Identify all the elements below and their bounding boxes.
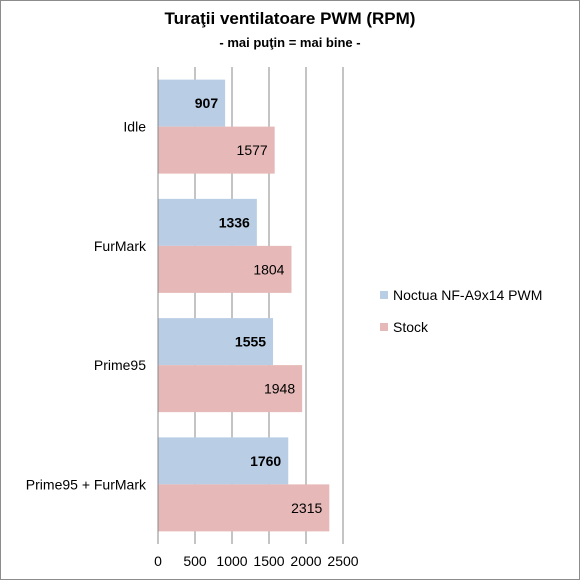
data-label-0-0: 907 — [195, 95, 219, 111]
data-label-0-1: 1577 — [237, 142, 268, 158]
legend-label-stock: Stock — [393, 319, 429, 335]
bar-1-1 — [158, 245, 292, 293]
x-tick-label-4: 2000 — [290, 553, 321, 569]
data-label-2-1: 1948 — [264, 381, 295, 397]
legend-item-noctua: Noctua NF-A9x14 PWM — [380, 287, 542, 303]
bar-3-0 — [158, 437, 289, 485]
category-label-3: Prime95 + FurMark — [26, 476, 147, 492]
data-label-1-0: 1336 — [219, 214, 250, 230]
data-label-2-0: 1555 — [235, 334, 266, 350]
legend-label-noctua: Noctua NF-A9x14 PWM — [393, 287, 543, 303]
x-tick-label-5: 2500 — [327, 553, 358, 569]
bar-3-1 — [158, 484, 330, 532]
category-label-1: FurMark — [94, 238, 147, 254]
bar-2-1 — [158, 365, 303, 413]
chart-subtitle: - mai puţin = mai bine - — [219, 35, 361, 50]
bar-1-0 — [158, 198, 257, 246]
bar-0-1 — [158, 126, 275, 174]
x-tick-label-1: 500 — [183, 553, 207, 569]
x-tick-label-2: 1000 — [216, 553, 247, 569]
data-label-1-1: 1804 — [253, 261, 284, 277]
category-label-0: Idle — [123, 119, 146, 135]
category-label-2: Prime95 — [94, 357, 146, 373]
x-tick-label-0: 0 — [154, 553, 162, 569]
legend-swatch-noctua — [380, 291, 388, 299]
bar-2-0 — [158, 318, 274, 366]
data-label-3-0: 1760 — [250, 453, 281, 469]
x-tick-label-3: 1500 — [253, 553, 284, 569]
bar-0-0 — [158, 79, 226, 127]
legend-swatch-stock — [380, 323, 388, 331]
data-label-3-1: 2315 — [291, 500, 322, 516]
legend-item-stock: Stock — [380, 319, 428, 335]
chart-title: Turaţii ventilatoare PWM (RPM) — [164, 9, 416, 28]
